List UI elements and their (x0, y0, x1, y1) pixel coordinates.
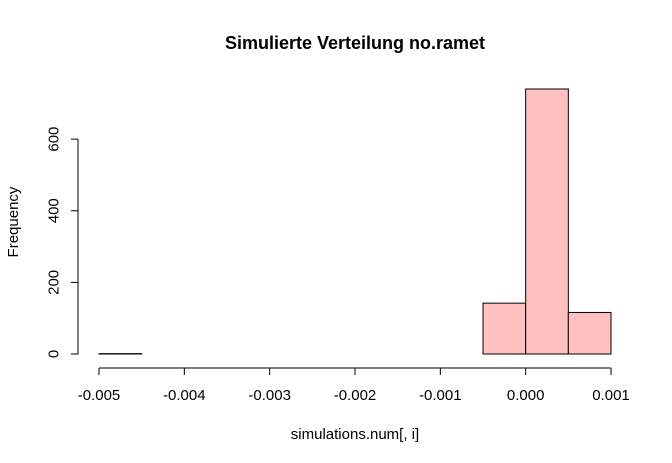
x-tick-label: -0.001 (419, 387, 462, 404)
x-tick-label: -0.005 (78, 387, 121, 404)
histogram-bar (482, 302, 527, 355)
x-tick-label: -0.002 (334, 387, 377, 404)
y-tick-label: 200 (46, 270, 63, 295)
x-axis: -0.005 -0.004 -0.003 -0.002 -0.001 0.000 0.001 (78, 367, 630, 404)
bars-layer (98, 88, 612, 355)
y-axis: 0 200 400 600 (46, 127, 79, 358)
x-tick-label: -0.004 (163, 387, 206, 404)
y-tick-label: 0 (46, 350, 63, 358)
y-tick-label: 600 (46, 127, 63, 152)
histogram-bar (567, 311, 612, 355)
x-tick-label: -0.003 (248, 387, 291, 404)
x-tick-label: 0.000 (507, 387, 545, 404)
y-axis-label: Frequency (5, 186, 22, 257)
histogram-bar (525, 88, 569, 355)
x-tick-label: 0.001 (592, 387, 630, 404)
chart-title: Simulierte Verteilung no.ramet (225, 33, 485, 53)
x-axis-label: simulations.num[, i] (291, 426, 419, 443)
y-tick-label: 400 (46, 198, 63, 223)
